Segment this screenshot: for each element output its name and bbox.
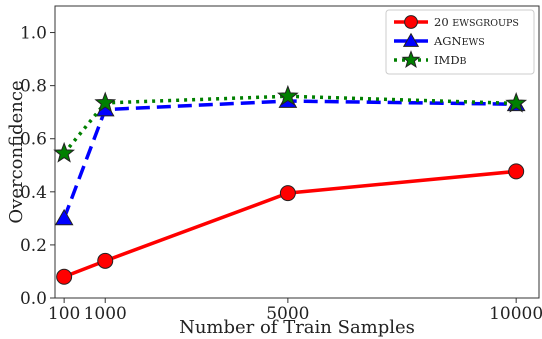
plot-frame: [54, 5, 540, 299]
x-axis-label: Number of Train Samples: [179, 317, 415, 338]
legend-marker: [402, 32, 420, 47]
y-tick-label: 1.0: [20, 24, 47, 44]
data-point: [277, 84, 299, 106]
legend-box: [385, 9, 535, 75]
series-1: [54, 91, 526, 226]
legend-marker: [404, 15, 418, 29]
x-tick-label: 100: [48, 304, 80, 324]
y-tick-label: 0.0: [20, 289, 47, 309]
x-tick-label: 1000: [84, 304, 127, 324]
legend-label-part: EWSGROUPS: [452, 18, 519, 29]
y-tick-label: 0.6: [20, 130, 47, 150]
legend-label: AGNEWS: [433, 34, 485, 48]
data-point: [53, 141, 75, 163]
data-point: [508, 163, 525, 180]
data-point: [279, 185, 296, 202]
legend-label: 20 EWSGROUPS: [434, 15, 519, 29]
data-point: [54, 208, 74, 226]
y-tick-label: 0.4: [20, 183, 47, 203]
y-axis-label: Overconfidence: [6, 80, 27, 223]
data-point: [94, 91, 117, 113]
x-tick-label: 5000: [266, 304, 309, 324]
x-axis-ticks: 100 1000 5000 10000: [48, 298, 542, 324]
series-layer: [53, 84, 528, 285]
series-0: [56, 163, 525, 285]
legend-label-part: AGN: [433, 34, 462, 48]
y-axis-ticks: 0.0 0.2 0.4 0.6 0.8 1.0: [20, 24, 55, 309]
y-tick-label: 0.2: [20, 236, 47, 256]
legend-label-part: EWS: [462, 37, 485, 48]
data-point: [56, 268, 73, 285]
y-tick-label: 0.8: [20, 77, 47, 97]
series-2: [53, 84, 528, 163]
legend-label-part: B: [460, 56, 467, 67]
series-line: [63, 169, 517, 279]
legend-label: IMDB: [434, 53, 467, 67]
series-line: [62, 94, 517, 155]
data-point: [505, 91, 528, 113]
x-tick-label: 10000: [489, 304, 542, 324]
data-point: [97, 252, 114, 269]
legend-label-part: IMD: [434, 53, 460, 67]
legend-label-part: 20: [434, 15, 452, 29]
legend-marker: [401, 50, 421, 69]
